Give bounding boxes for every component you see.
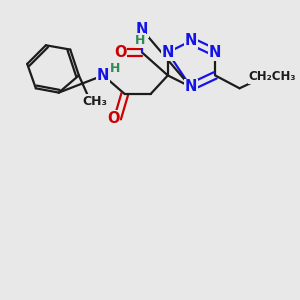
Text: CH₃: CH₃ (82, 95, 107, 108)
Text: N: N (97, 68, 110, 83)
Text: CH₂CH₃: CH₂CH₃ (249, 70, 296, 83)
Text: N: N (136, 22, 148, 37)
Text: N: N (184, 80, 197, 94)
Text: O: O (114, 45, 127, 60)
Text: H: H (135, 34, 146, 47)
Text: O: O (107, 111, 119, 126)
Text: N: N (162, 45, 174, 60)
Text: N: N (184, 34, 197, 49)
Text: H: H (110, 62, 120, 75)
Text: N: N (209, 45, 221, 60)
